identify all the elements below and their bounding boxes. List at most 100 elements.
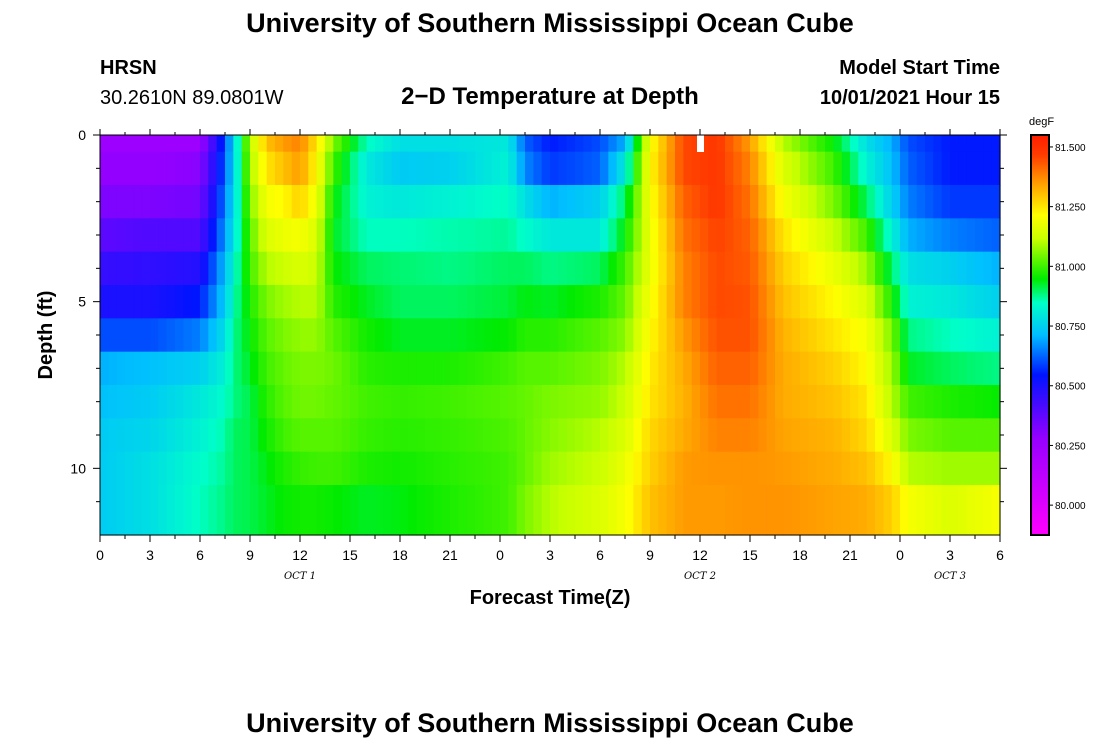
heatmap-cell — [975, 135, 984, 153]
heatmap-cell — [775, 418, 784, 453]
heatmap-cell — [633, 151, 643, 186]
heatmap-cell — [600, 285, 609, 319]
heatmap-cell — [491, 418, 501, 453]
heatmap-cell — [783, 418, 793, 453]
heatmap-cell — [150, 135, 159, 153]
heatmap-cell — [941, 251, 951, 286]
heatmap-cell — [866, 151, 876, 186]
heatmap-cell — [933, 485, 943, 536]
heatmap-cell — [908, 451, 918, 486]
heatmap-cell — [541, 385, 551, 419]
heatmap-cell — [866, 351, 876, 386]
heatmap-cell — [158, 185, 168, 219]
heatmap-cell — [233, 418, 243, 453]
heatmap-cell — [808, 185, 818, 219]
heatmap-cell — [783, 185, 793, 219]
x-tick-label: 18 — [792, 547, 808, 563]
heatmap-cell — [750, 385, 759, 419]
heatmap-cell — [616, 451, 626, 486]
heatmap-cell — [733, 151, 743, 186]
heatmap-cell — [441, 485, 451, 536]
heatmap-cell — [283, 318, 293, 353]
heatmap-cell — [916, 185, 926, 219]
heatmap-cell — [783, 385, 793, 419]
heatmap-cell — [891, 451, 901, 486]
heatmap-cell — [908, 251, 918, 286]
heatmap-cell — [833, 451, 843, 486]
heatmap-cell — [400, 451, 409, 486]
heatmap-cell — [308, 185, 318, 219]
heatmap-cell — [450, 385, 459, 419]
heatmap-cell — [725, 385, 734, 419]
heatmap-cell — [775, 151, 784, 186]
heatmap-cell — [458, 218, 468, 253]
heatmap-cell — [875, 251, 884, 286]
heatmap-cell — [241, 285, 251, 319]
heatmap-cell — [875, 185, 884, 219]
heatmap-cell — [458, 318, 468, 353]
heatmap-cell — [925, 385, 934, 419]
colorbar-tick-label: 81.000 — [1055, 262, 1086, 273]
heatmap-cell — [783, 151, 793, 186]
heatmap-cell — [741, 485, 751, 536]
heatmap-cell — [175, 485, 184, 536]
heatmap-cell — [316, 218, 326, 253]
heatmap-cell — [483, 418, 493, 453]
heatmap-cell — [858, 451, 868, 486]
heatmap-cell — [408, 485, 418, 536]
heatmap-cell — [416, 251, 426, 286]
heatmap-cell — [150, 351, 159, 386]
heatmap-cell — [816, 318, 826, 353]
heatmap-cell — [275, 485, 284, 536]
heatmap-cell — [200, 135, 209, 153]
heatmap-cell — [458, 251, 468, 286]
heatmap-cell — [358, 151, 368, 186]
heatmap-cell — [616, 418, 626, 453]
heatmap-cell — [483, 218, 493, 253]
heatmap-cell — [383, 451, 393, 486]
heatmap-cell — [966, 385, 976, 419]
heatmap-cell — [691, 185, 701, 219]
heatmap-cell — [491, 251, 501, 286]
heatmap-cell — [225, 318, 234, 353]
heatmap-cell — [100, 251, 109, 286]
heatmap-cell — [791, 351, 801, 386]
heatmap-cell — [650, 285, 659, 319]
heatmap-cell — [616, 351, 626, 386]
heatmap-cell — [825, 418, 834, 453]
heatmap-cell — [333, 251, 343, 286]
heatmap-cell — [675, 451, 684, 486]
heatmap-cell — [350, 185, 359, 219]
heatmap-cell — [791, 135, 801, 153]
heatmap-cell — [816, 185, 826, 219]
heatmap-cell — [233, 385, 243, 419]
heatmap-cell — [591, 218, 601, 253]
heatmap-cell — [450, 185, 459, 219]
heatmap-cell — [808, 351, 818, 386]
heatmap-cell — [250, 185, 259, 219]
colorbar-tick-label: 80.750 — [1055, 322, 1086, 333]
heatmap-cell — [233, 318, 243, 353]
heatmap-cell — [466, 135, 476, 153]
heatmap-cell — [600, 135, 609, 153]
heatmap-cell — [450, 218, 459, 253]
heatmap-cell — [508, 318, 518, 353]
heatmap-cell — [550, 451, 559, 486]
heatmap-cell — [125, 451, 134, 486]
heatmap-cell — [325, 485, 334, 536]
heatmap-cell — [225, 285, 234, 319]
heatmap-cell — [250, 418, 259, 453]
heatmap-cell — [558, 151, 568, 186]
model-start-label: Model Start Time — [839, 57, 1000, 79]
heatmap-cell — [341, 385, 351, 419]
heatmap-cell — [200, 251, 209, 286]
heatmap-cell — [950, 251, 959, 286]
heatmap-cell — [550, 485, 559, 536]
heatmap-cell — [916, 451, 926, 486]
heatmap-cell — [208, 385, 218, 419]
heatmap-cell — [433, 218, 443, 253]
heatmap-cell — [200, 151, 209, 186]
heatmap-cell — [916, 318, 926, 353]
heatmap-cell — [100, 451, 109, 486]
heatmap-cell — [616, 485, 626, 536]
